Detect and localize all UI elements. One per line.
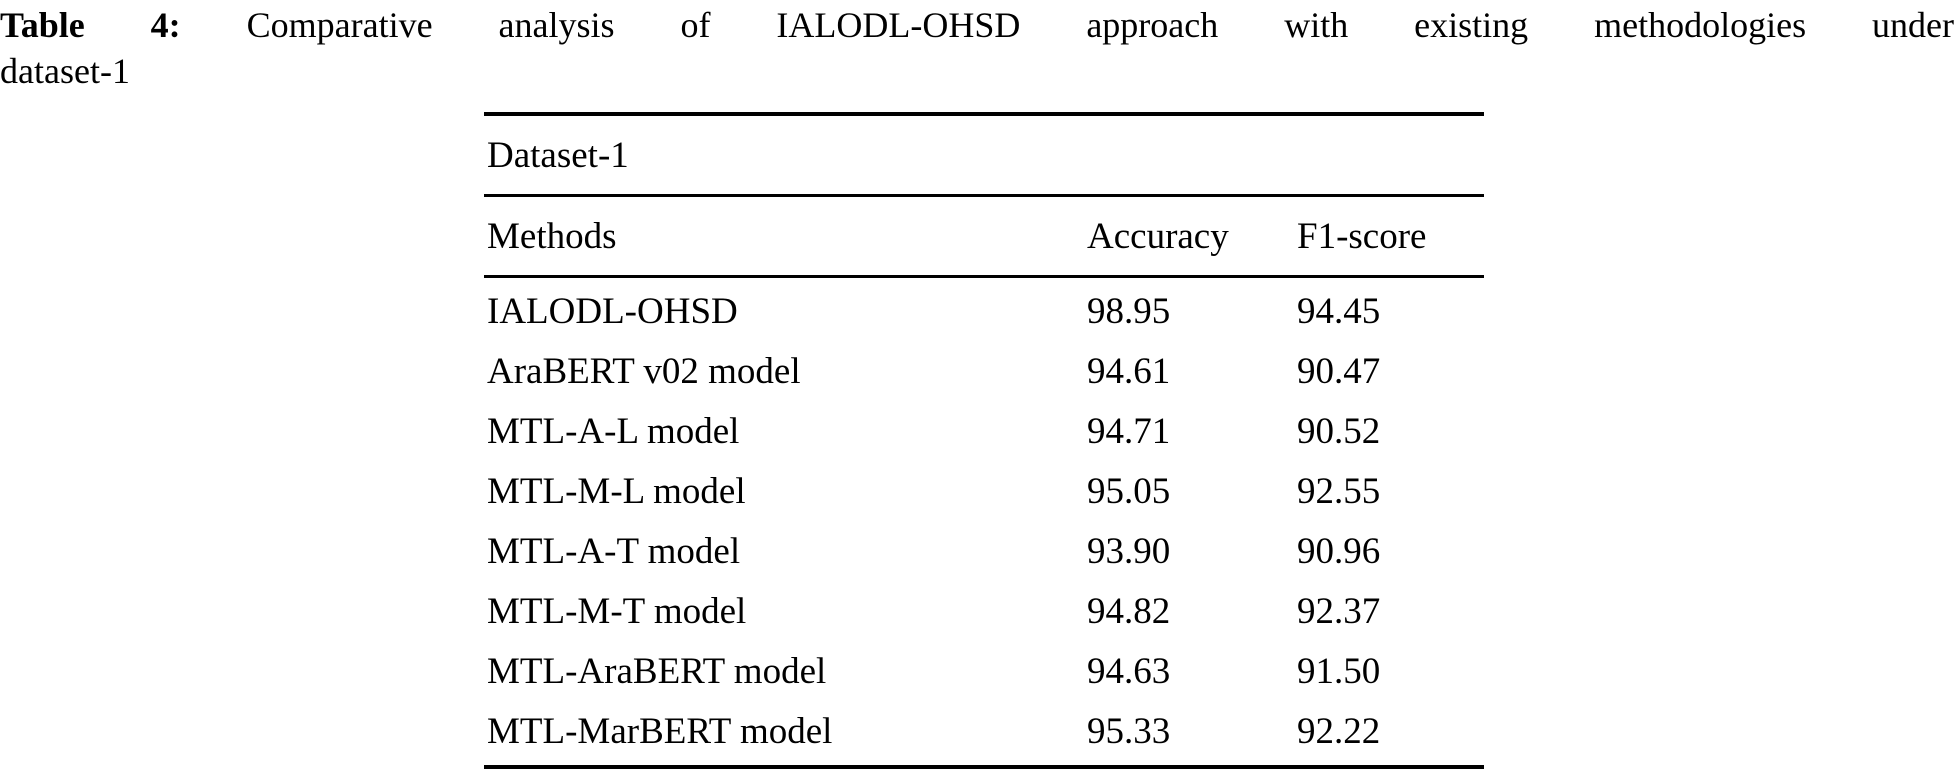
method-cell: MTL-M-L model xyxy=(487,470,746,512)
f1-score-cell: 90.47 xyxy=(1297,350,1381,392)
table-row: MTL-M-L model 95.05 92.55 xyxy=(484,461,1484,521)
group-header-dataset-1: Dataset-1 xyxy=(487,134,629,176)
accuracy-cell: 95.05 xyxy=(1087,470,1171,512)
table-row: MTL-A-L model 94.71 90.52 xyxy=(484,401,1484,461)
f1-score-cell: 92.22 xyxy=(1297,710,1381,752)
table-row: IALODL-OHSD 98.95 94.45 xyxy=(484,281,1484,341)
accuracy-cell: 94.63 xyxy=(1087,650,1171,692)
method-cell: MTL-MarBERT model xyxy=(487,710,833,752)
method-cell: MTL-M-T model xyxy=(487,590,747,632)
column-header-f1-score: F1-score xyxy=(1297,215,1427,257)
column-header-accuracy: Accuracy xyxy=(1087,215,1229,257)
table-row: MTL-AraBERT model 94.63 91.50 xyxy=(484,641,1484,701)
f1-score-cell: 92.37 xyxy=(1297,590,1381,632)
table-body: IALODL-OHSD 98.95 94.45 AraBERT v02 mode… xyxy=(484,278,1484,765)
accuracy-cell: 95.33 xyxy=(1087,710,1171,752)
method-cell: MTL-AraBERT model xyxy=(487,650,827,692)
method-cell: IALODL-OHSD xyxy=(487,290,738,332)
table-caption-line2: dataset-1 xyxy=(0,51,130,91)
table-row: MTL-MarBERT model 95.33 92.22 xyxy=(484,701,1484,761)
method-cell: MTL-A-L model xyxy=(487,410,740,452)
accuracy-cell: 94.61 xyxy=(1087,350,1171,392)
accuracy-cell: 93.90 xyxy=(1087,530,1171,572)
table-header-row: Methods Accuracy F1-score xyxy=(484,197,1484,278)
accuracy-cell: 98.95 xyxy=(1087,290,1171,332)
table-caption-label: Table 4: xyxy=(0,5,181,45)
method-cell: AraBERT v02 model xyxy=(487,350,801,392)
f1-score-cell: 91.50 xyxy=(1297,650,1381,692)
table-caption: Table 4: Comparative analysis of IALODL-… xyxy=(0,2,1954,94)
f1-score-cell: 90.96 xyxy=(1297,530,1381,572)
column-header-methods: Methods xyxy=(487,215,617,257)
table-caption-text: Comparative analysis of IALODL-OHSD appr… xyxy=(246,5,1954,45)
table-group-header-row: Dataset-1 xyxy=(484,116,1484,197)
comparison-table: Dataset-1 Methods Accuracy F1-score IALO… xyxy=(484,112,1484,769)
table-row: MTL-M-T model 94.82 92.37 xyxy=(484,581,1484,641)
accuracy-cell: 94.71 xyxy=(1087,410,1171,452)
f1-score-cell: 92.55 xyxy=(1297,470,1381,512)
method-cell: MTL-A-T model xyxy=(487,530,741,572)
f1-score-cell: 90.52 xyxy=(1297,410,1381,452)
table-caption-line1: Table 4: Comparative analysis of IALODL-… xyxy=(0,2,1954,48)
accuracy-cell: 94.82 xyxy=(1087,590,1171,632)
table-row: MTL-A-T model 93.90 90.96 xyxy=(484,521,1484,581)
table-row: AraBERT v02 model 94.61 90.47 xyxy=(484,341,1484,401)
f1-score-cell: 94.45 xyxy=(1297,290,1381,332)
